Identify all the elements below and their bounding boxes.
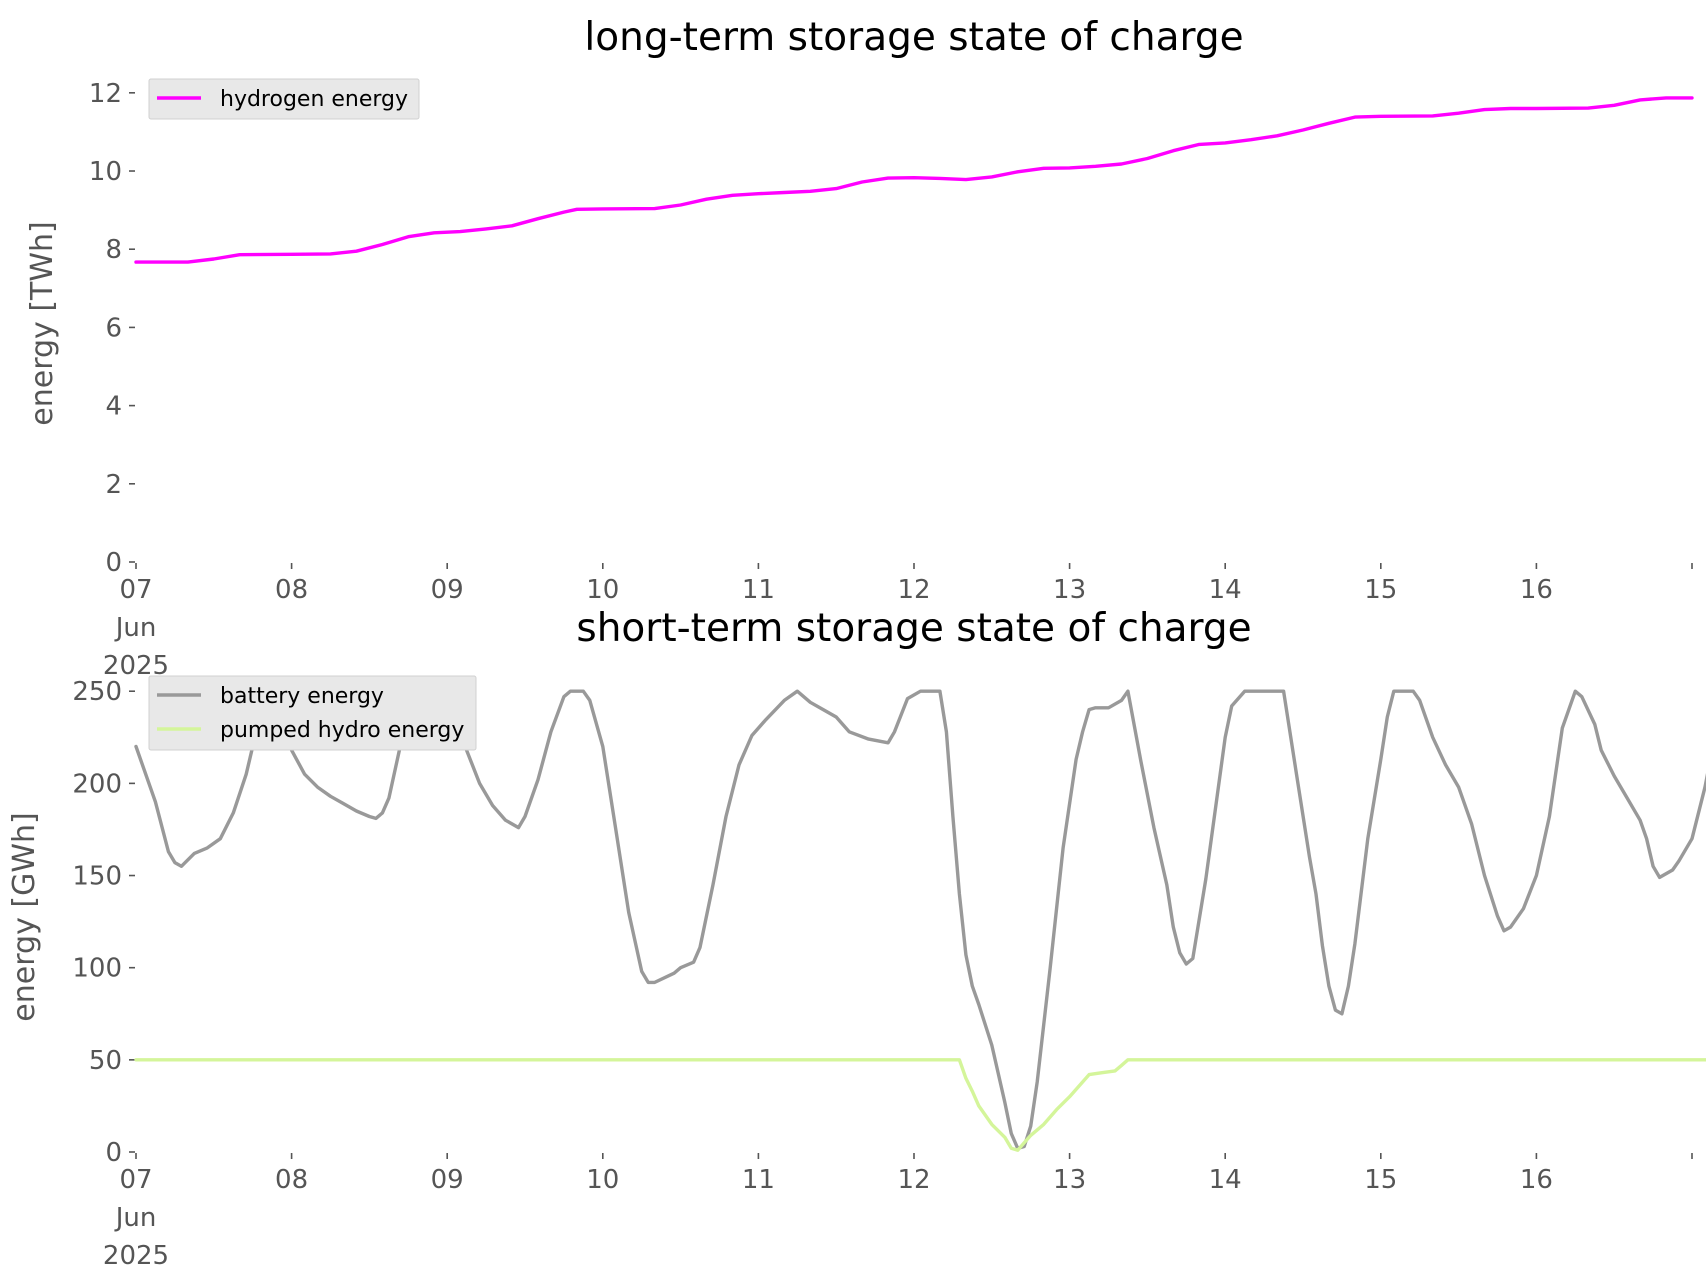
y-tick-label: 4 [105,392,122,422]
x-tick-label: 11 [742,1165,775,1195]
y-tick-label: 6 [105,313,122,343]
chart-title: long-term storage state of charge [584,15,1243,60]
x-tick-label: 07 Jun 2025 [103,1165,169,1271]
series-line-pumped-hydro-energy [134,1058,1706,1152]
x-tick-label: 10 [586,1165,619,1195]
x-tick-label: 14 [1209,1165,1242,1195]
x-tick-label: 10 [586,575,619,605]
chart-title: short-term storage state of charge [576,606,1251,651]
x-tick-label: 15 [1364,575,1397,605]
x-tick-label: 08 [275,1165,308,1195]
legend-label: battery energy [220,684,384,709]
x-tick-label: 16 [1520,1165,1553,1195]
legend-box [148,675,477,751]
x-tick-label: 14 [1209,575,1242,605]
y-tick-label: 50 [89,1046,122,1076]
y-tick-label: 2 [105,470,122,500]
y-axis-label: energy [TWh] [25,221,60,425]
y-axis-label: energy [GWh] [7,812,42,1021]
y-tick-label: 10 [89,157,122,187]
short-term-chart-panel: short-term storage state of charge energy… [7,606,1706,1271]
y-tick-label: 12 [89,79,122,109]
x-tick-label: 15 [1364,1165,1397,1195]
x-tick-label: 12 [897,575,930,605]
y-tick-label: 8 [105,235,122,265]
y-tick-label: 150 [72,862,122,892]
x-tick-label: 08 [275,575,308,605]
long-term-chart-panel: long-term storage state of charge energy … [25,15,1694,681]
x-tick-label: 13 [1053,1165,1086,1195]
x-tick-label: 11 [742,575,775,605]
x-tick-label: 09 [431,575,464,605]
legend-box [148,78,420,120]
x-tick-label: 12 [897,1165,930,1195]
legend-label: hydrogen energy [220,87,408,112]
x-tick-label: 13 [1053,575,1086,605]
legend: battery energy pumped hydro energy [148,675,477,751]
y-tick-label: 0 [105,1138,122,1168]
legend-label: pumped hydro energy [220,718,464,743]
x-tick-label: 07 Jun 2025 [103,575,169,681]
x-tick-label: 16 [1520,575,1553,605]
series-line-battery-energy [134,689,1706,1150]
series-line-hydrogen-energy [134,96,1694,264]
x-tick-label: 09 [431,1165,464,1195]
y-tick-label: 250 [72,677,122,707]
y-tick-label: 100 [72,954,122,984]
legend: hydrogen energy [148,78,420,120]
y-tick-label: 0 [105,548,122,578]
y-tick-label: 200 [72,769,122,799]
